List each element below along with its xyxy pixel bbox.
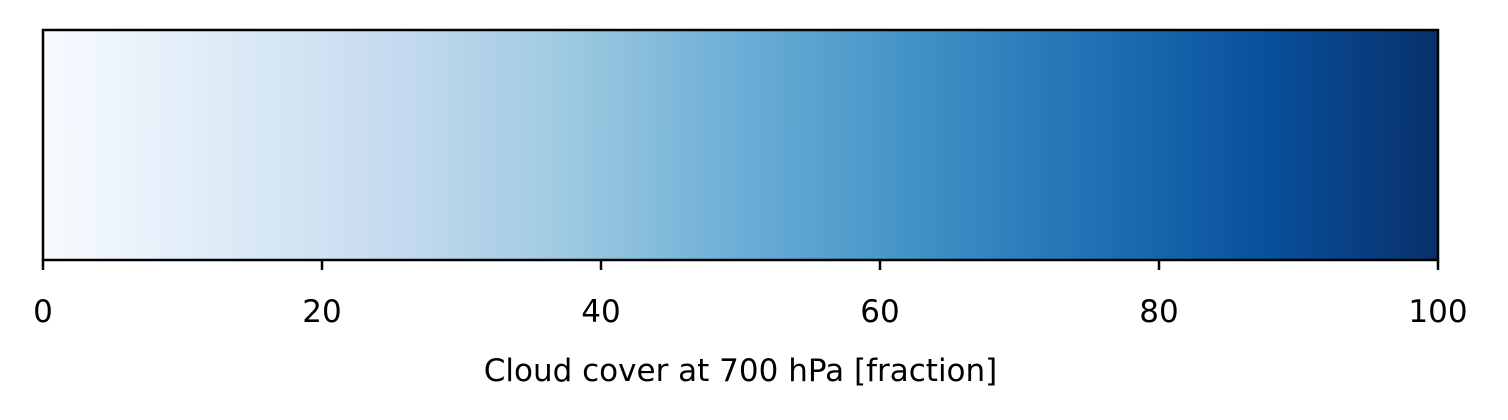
x-tick-label: 100 [1408,294,1467,330]
x-axis-ticks: 0 20 40 60 80 100 [33,260,1468,330]
x-tick-label: 40 [581,294,620,330]
colorbar-fill [43,30,1438,260]
x-tick-label: 60 [860,294,899,330]
colorbar-frame [41,28,1440,262]
x-tick-label: 80 [1139,294,1178,330]
x-axis-label: Cloud cover at 700 hPa [fraction] [484,353,998,389]
x-tick-label: 0 [33,294,53,330]
x-tick-label: 20 [302,294,341,330]
